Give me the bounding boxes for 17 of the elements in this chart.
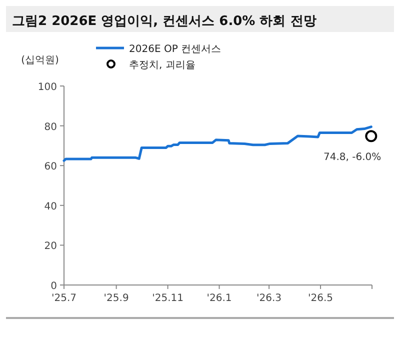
x-tick-label: '26.3 <box>256 293 282 304</box>
x-tick-label: '25.11 <box>152 293 184 304</box>
y-tick-label: 100 <box>38 82 57 93</box>
y-tick-label: 0 <box>50 281 57 292</box>
y-tick-label: 80 <box>44 122 57 133</box>
x-tick-label: '25.7 <box>51 293 77 304</box>
data-label: 74.8, -6.0% <box>324 152 382 164</box>
ylabel: (십억원) <box>21 55 59 66</box>
legend-label: 추정치, 괴리율 <box>129 60 196 71</box>
x-tick-label: '26.5 <box>308 293 334 304</box>
y-tick-label: 20 <box>44 241 57 252</box>
chart-title: 그림2 2026E 영업이익, 컨센서스 6.0% 하회 전망 <box>12 14 316 29</box>
legend-label: 2026E OP 컨센서스 <box>129 44 222 55</box>
x-tick-label: '26.1 <box>206 293 232 304</box>
y-tick-label: 40 <box>44 201 57 212</box>
y-tick-label: 60 <box>44 162 57 173</box>
x-tick-label: '25.9 <box>104 293 129 304</box>
